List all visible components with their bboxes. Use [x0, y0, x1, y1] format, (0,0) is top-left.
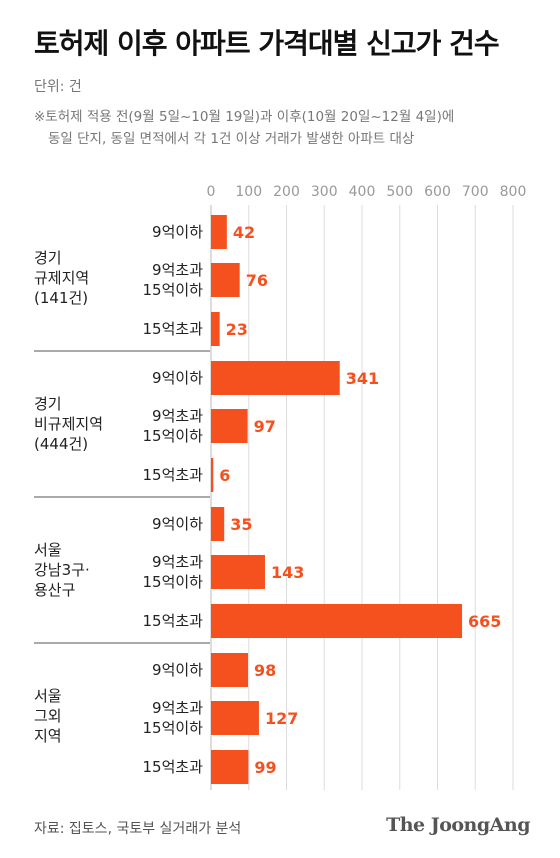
- data-label: 127: [265, 709, 298, 728]
- data-label: 35: [230, 515, 252, 534]
- group-label: 경기: [34, 395, 62, 413]
- bar: [211, 215, 227, 249]
- data-label: 99: [254, 758, 276, 777]
- group-label: 용산구: [34, 581, 75, 599]
- data-label: 98: [254, 661, 276, 680]
- category-label: 15억초과: [143, 320, 204, 338]
- category-label: 9억초과: [152, 553, 203, 571]
- bar: [211, 263, 240, 297]
- bar: [211, 409, 248, 443]
- data-label: 97: [254, 417, 276, 436]
- category-label: 15억이하: [143, 719, 204, 737]
- source-note: 자료: 집토스, 국토부 실거래가 분석: [34, 821, 242, 837]
- data-label: 341: [346, 369, 379, 388]
- group-label: 규제지역: [34, 269, 89, 287]
- category-label: 15억초과: [143, 758, 204, 776]
- category-label: 9억이하: [152, 369, 203, 387]
- chart-title: 토허제 이후 아파트 가격대별 신고가 건수: [34, 27, 500, 60]
- publisher-logo: The JoongAng: [386, 814, 530, 836]
- group-label: 강남3구·: [34, 561, 90, 579]
- data-label: 23: [226, 320, 248, 339]
- note-line-1: ※토허제 적용 전(9월 5일~10월 19일)과 이후(10월 20일~12월…: [34, 109, 455, 125]
- category-label: 15억이하: [143, 427, 204, 445]
- group-label: (141건): [34, 289, 88, 307]
- chart-note: ※토허제 적용 전(9월 5일~10월 19일)과 이후(10월 20일~12월…: [34, 106, 524, 150]
- x-tick-label: 300: [311, 184, 338, 200]
- note-line-2: 동일 단지, 동일 면적에서 각 1건 이상 거래가 발생한 아파트 대상: [48, 131, 415, 147]
- x-tick-label: 500: [386, 184, 413, 200]
- data-label: 6: [219, 466, 230, 485]
- x-tick-label: 600: [424, 184, 451, 200]
- bar: [211, 701, 259, 735]
- group-label: 서울: [34, 687, 62, 705]
- data-label: 42: [233, 223, 255, 242]
- x-tick-label: 700: [462, 184, 489, 200]
- bar: [211, 653, 248, 687]
- x-tick-label: 0: [207, 184, 216, 200]
- data-label: 143: [271, 563, 304, 582]
- bar: [211, 312, 220, 346]
- category-label: 15억이하: [143, 281, 204, 299]
- x-tick-label: 200: [273, 184, 300, 200]
- data-label: 665: [468, 612, 501, 631]
- category-label: 15억이하: [143, 573, 204, 591]
- group-label: 지역: [34, 727, 62, 745]
- category-label: 15억초과: [143, 612, 204, 630]
- x-tick-label: 800: [500, 184, 527, 200]
- x-tick-label: 100: [235, 184, 262, 200]
- bar: [211, 361, 340, 395]
- category-label: 9억초과: [152, 261, 203, 279]
- bar: [211, 750, 249, 784]
- group-label: 비규제지역: [34, 415, 103, 433]
- data-label: 76: [246, 271, 268, 290]
- category-label: 9억이하: [152, 515, 203, 533]
- group-label: 그외: [34, 707, 62, 725]
- x-tick-label: 400: [349, 184, 376, 200]
- unit-label: 단위: 건: [34, 79, 82, 95]
- category-label: 15억초과: [143, 466, 204, 484]
- bar: [211, 555, 265, 589]
- bar: [211, 604, 463, 638]
- category-label: 9억이하: [152, 661, 203, 679]
- category-label: 9억초과: [152, 407, 203, 425]
- category-label: 9억초과: [152, 699, 203, 717]
- bar: [211, 458, 214, 492]
- bar: [211, 507, 225, 541]
- group-label: (444건): [34, 435, 88, 453]
- category-label: 9억이하: [152, 223, 203, 241]
- group-label: 경기: [34, 249, 62, 267]
- group-label: 서울: [34, 541, 62, 559]
